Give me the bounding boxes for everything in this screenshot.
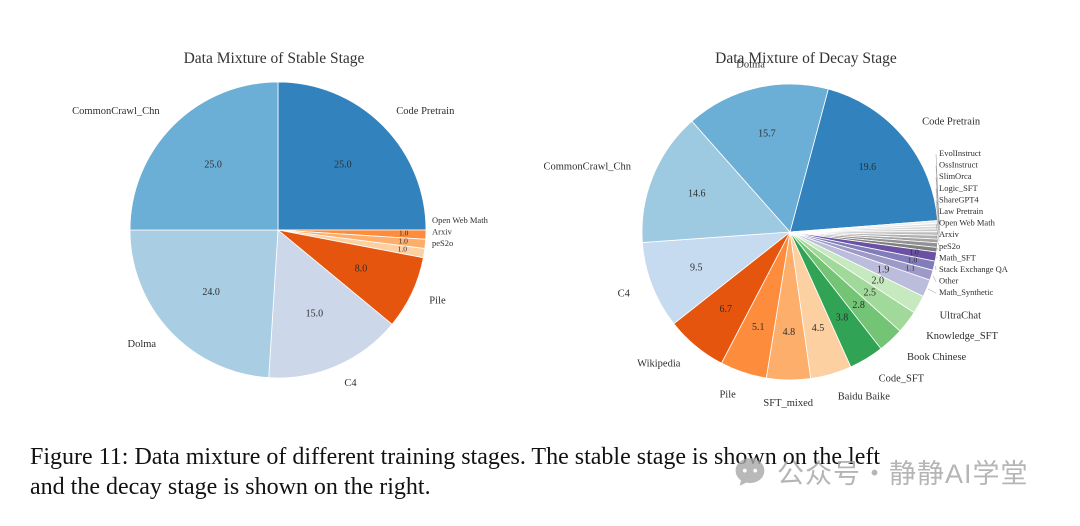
stable-stage-pie-chart: 25.0 Code Pretrain 1.0 Open Web Math 1.0 Arxi…	[72, 81, 489, 389]
stable-stage-chart-title: Data Mixture of Stable Stage	[183, 50, 365, 67]
slice-value: 1.0	[908, 255, 918, 264]
leader-line	[935, 256, 938, 259]
pie-slice-dolma	[691, 83, 829, 233]
slice-label: Math_SFT	[939, 252, 977, 262]
slice-value: 4.5	[812, 323, 825, 334]
figure-caption: Figure 11: Data mixture of different tra…	[30, 442, 1074, 502]
slice-label: Law Pretrain	[939, 206, 984, 216]
slice-value: 1.0	[909, 248, 919, 257]
slice-label: ShareGPT4	[939, 194, 979, 204]
slice-value: 1.0	[398, 244, 408, 253]
slice-label: Stack Exchange QA	[939, 264, 1009, 274]
leader-line	[932, 275, 937, 282]
leader-line	[935, 246, 939, 251]
slice-value: 2.5	[864, 288, 877, 299]
leader-line	[935, 211, 940, 238]
slice-label: Book Chinese	[907, 352, 967, 363]
slice-value: 2.0	[871, 276, 884, 287]
slice-value: 9.5	[690, 263, 703, 274]
leader-line	[935, 266, 937, 271]
slice-label: Math_Synthetic	[939, 287, 994, 297]
slice-value: 6.7	[720, 304, 733, 315]
slice-label: C4	[618, 288, 631, 299]
figure-caption-line-2: and the decay stage is shown on the righ…	[30, 474, 431, 500]
slice-value: 15.0	[306, 308, 324, 319]
slice-value: 14.6	[688, 188, 706, 199]
slice-value: 8.0	[355, 263, 368, 274]
slice-label: Code Pretrain	[396, 106, 455, 117]
slice-value: 25.0	[204, 159, 222, 170]
slice-value: 5.1	[752, 322, 765, 333]
slice-label: SFT_mixed	[763, 398, 813, 409]
leader-line	[928, 288, 937, 294]
slice-value: 1.1	[906, 263, 916, 272]
slice-value: 25.0	[334, 159, 352, 170]
leader-line	[935, 177, 940, 228]
pie-slice-c4	[641, 231, 792, 325]
leader-line	[935, 200, 940, 234]
slice-label: OssInstruct	[939, 160, 978, 170]
slice-label: SlimOrca	[939, 171, 972, 181]
slice-label: CommonCrawl_Chn	[543, 162, 631, 173]
slice-label: Open Web Math	[939, 218, 996, 228]
slice-value: 2.8	[852, 300, 865, 311]
pie-slice-commoncrawl-chn	[641, 120, 791, 243]
pie-slice-commoncrawl-chn	[129, 81, 279, 231]
slice-label: CommonCrawl_Chn	[72, 106, 160, 117]
slice-label: peS2o	[939, 241, 960, 251]
slice-label: peS2o	[432, 238, 453, 248]
slice-label: EvolInstruct	[939, 148, 982, 158]
slice-label: UltraChat	[940, 311, 981, 322]
slice-value: 4.8	[783, 327, 796, 338]
pie-slice-c4	[268, 229, 393, 379]
slice-label: Other	[939, 276, 959, 286]
slice-label: Arxiv	[432, 226, 453, 236]
leader-line	[935, 223, 940, 242]
leader-line	[935, 188, 940, 231]
pie-slice-dolma	[129, 229, 279, 379]
slice-label: Dolma	[128, 339, 157, 350]
slice-label: Logic_SFT	[939, 183, 979, 193]
slice-value: 3.8	[836, 312, 849, 323]
pie-slice-code-pretrain	[277, 81, 427, 231]
slice-label: Knowledge_SFT	[926, 331, 998, 342]
slice-label: Wikipedia	[637, 359, 681, 370]
slice-label: Code Pretrain	[922, 117, 981, 128]
slice-label: Dolma	[736, 59, 765, 70]
slice-label: Arxiv	[939, 229, 960, 239]
slice-label: Open Web Math	[432, 215, 489, 225]
slice-label: C4	[344, 378, 357, 389]
pie-slice-code-pretrain	[789, 88, 938, 233]
slice-value: 15.7	[758, 128, 776, 139]
slice-value: 1.0	[399, 229, 409, 238]
slice-value: 19.6	[859, 162, 877, 173]
slice-label: Code_SFT	[879, 373, 925, 384]
slice-value: 24.0	[202, 287, 220, 298]
decay-stage-chart-title: Data Mixture of Decay Stage	[715, 50, 897, 67]
slice-label: Pile	[429, 296, 446, 307]
slice-value: 1.0	[399, 237, 409, 246]
slice-label: Baidu Baike	[838, 391, 891, 402]
decay-stage-pie-chart: 19.6 Code Pretrain EvolInstruct OssInstruct…	[543, 59, 1009, 409]
figure-caption-line-1: Figure 11: Data mixture of different tra…	[30, 444, 881, 470]
slice-label: Pile	[719, 389, 736, 400]
leader-line	[935, 235, 940, 246]
slice-value: 1.9	[877, 265, 890, 276]
